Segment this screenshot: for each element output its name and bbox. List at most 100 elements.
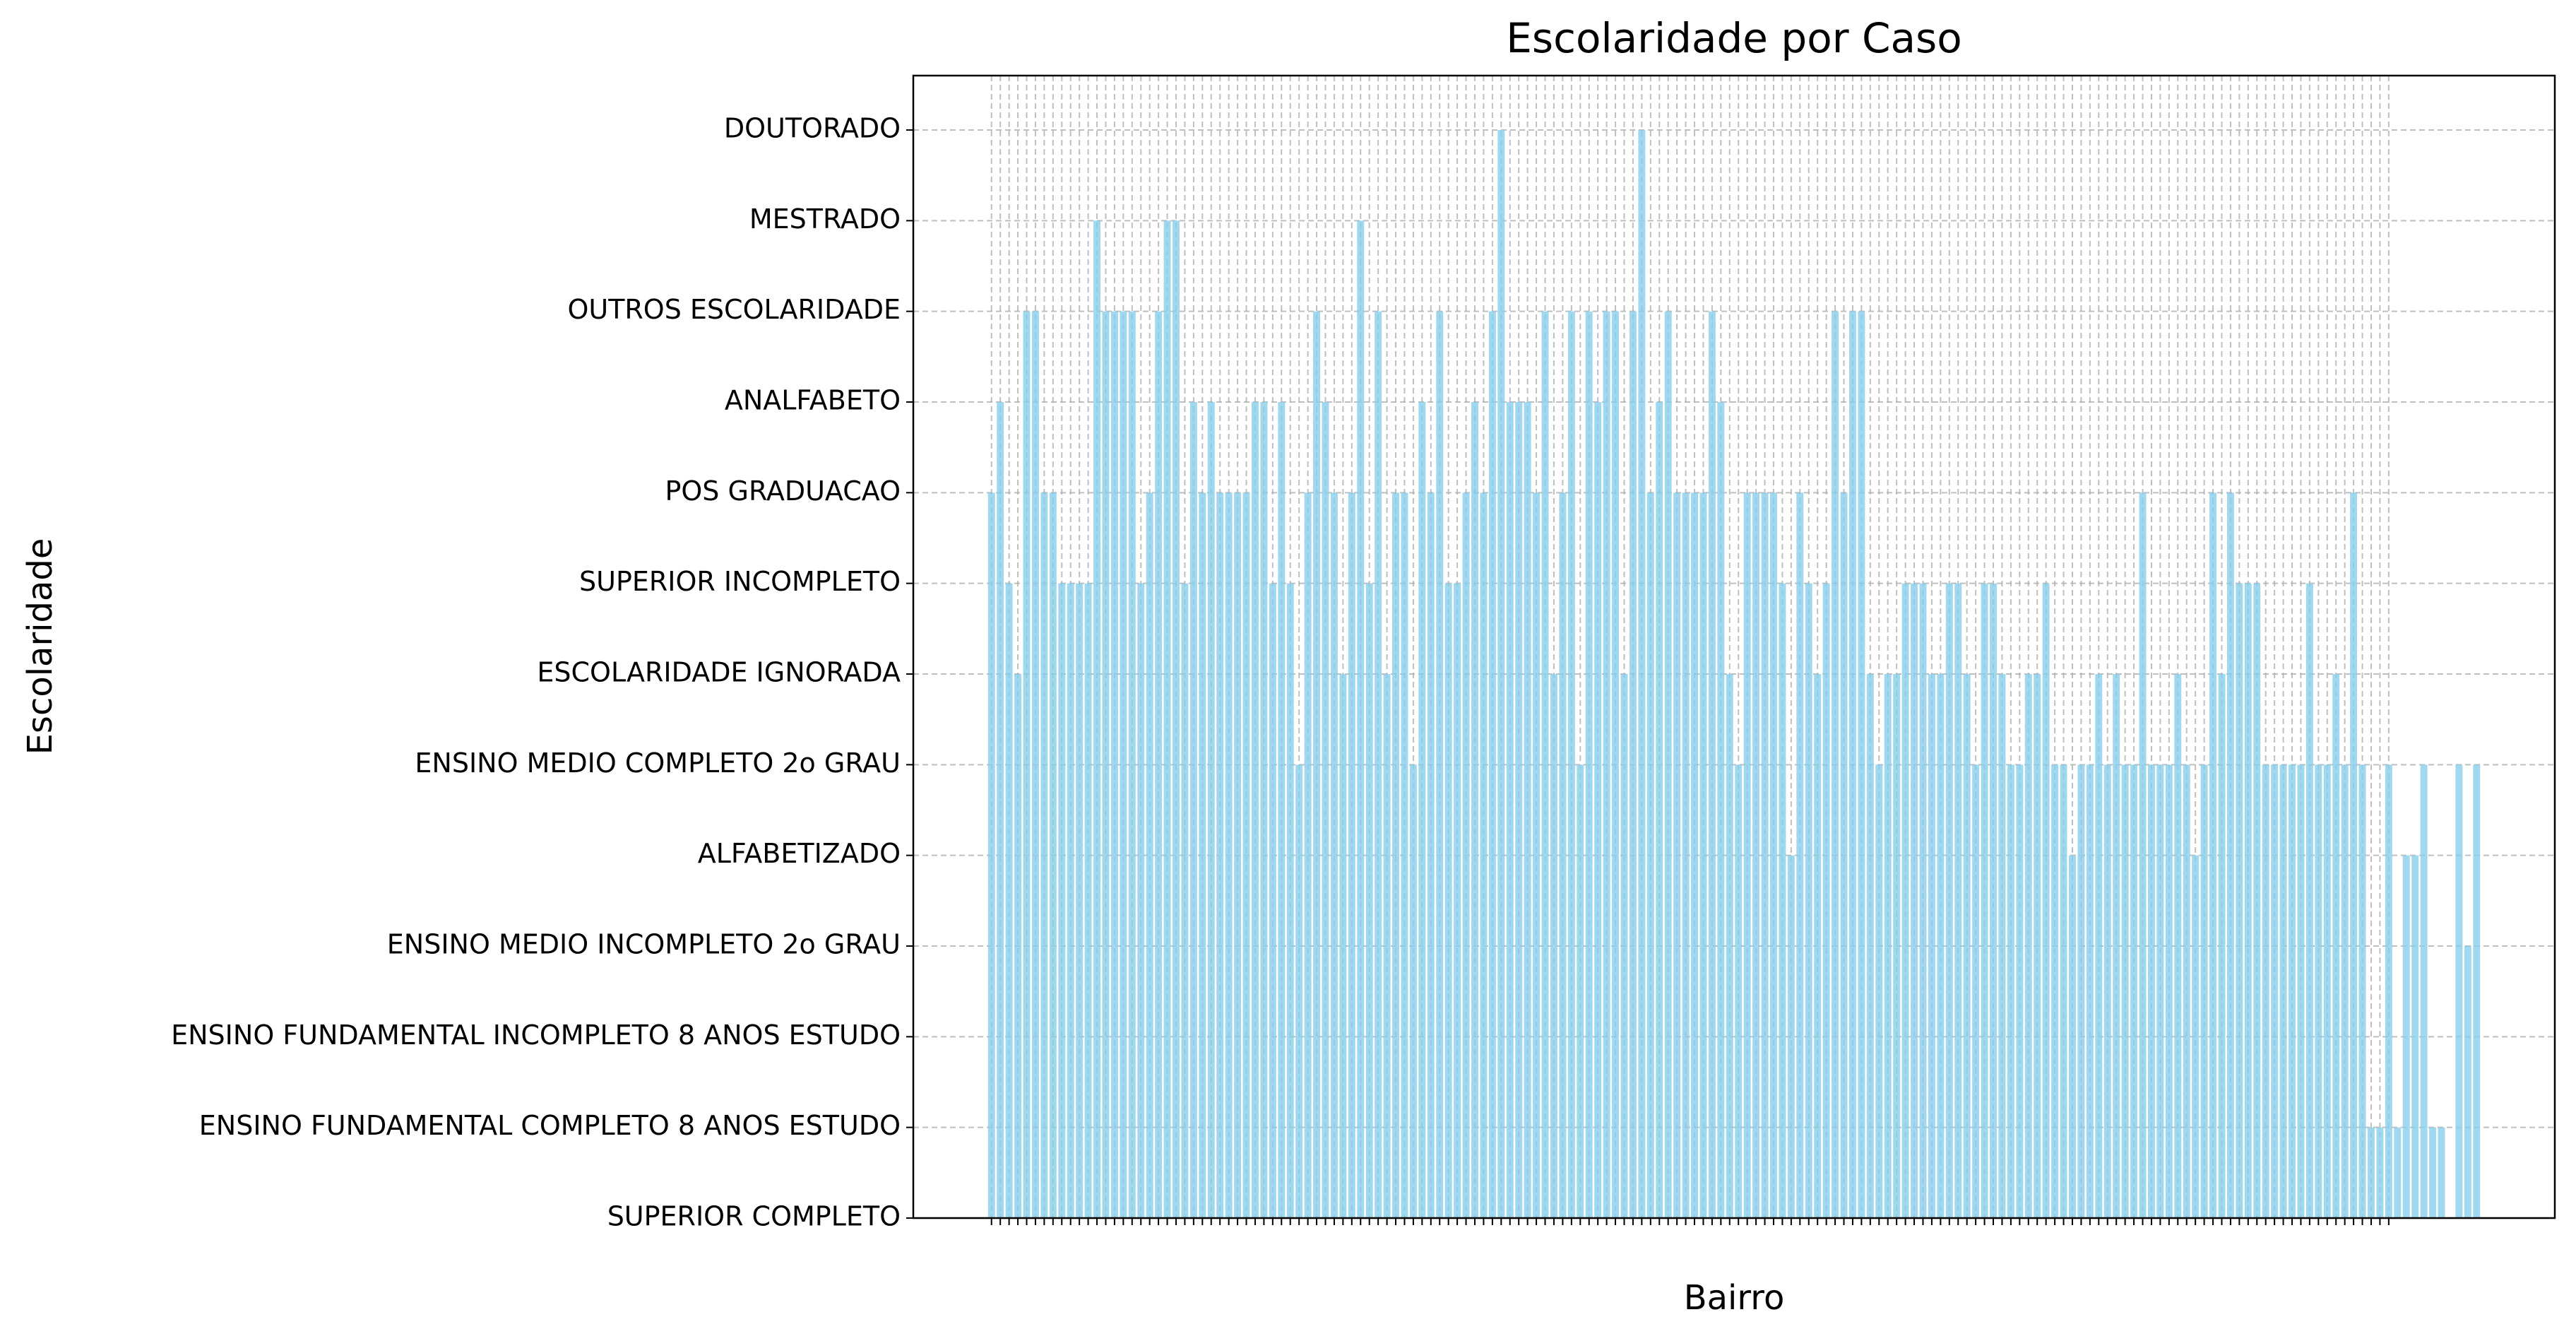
bar (1770, 492, 1777, 1219)
bar (1699, 492, 1707, 1219)
bar (1031, 311, 1039, 1219)
bar (1278, 402, 1286, 1218)
bar (1787, 855, 1795, 1218)
bar (1743, 492, 1751, 1219)
bar (1954, 583, 1962, 1218)
bar (1269, 583, 1276, 1218)
bar (1304, 492, 1312, 1219)
bar (1805, 583, 1812, 1218)
bar (1128, 311, 1136, 1219)
bar (1937, 674, 1945, 1218)
bar (1207, 402, 1215, 1218)
bar (1313, 311, 1321, 1219)
bar (2060, 764, 2067, 1218)
bar (1067, 583, 1074, 1218)
y-tick-label: MESTRADO (749, 203, 901, 235)
bar (2464, 946, 2471, 1218)
bar (2086, 764, 2094, 1218)
bar (1682, 492, 1690, 1219)
bar (1832, 311, 1839, 1219)
bar (2183, 764, 2190, 1218)
bar (1471, 402, 1478, 1218)
bar (1286, 583, 1294, 1218)
bar (1146, 492, 1153, 1219)
bar (1646, 492, 1654, 1219)
bar (2420, 764, 2428, 1218)
bar (1717, 402, 1725, 1218)
bar (1963, 674, 1971, 1218)
bar (1049, 492, 1057, 1219)
bar (2332, 674, 2340, 1218)
bar (1567, 311, 1575, 1219)
bar (1901, 583, 1909, 1218)
bar (2077, 764, 2085, 1218)
bar (1524, 402, 1531, 1218)
bar (2192, 855, 2200, 1218)
bar (1893, 674, 1901, 1218)
plot-frame (912, 74, 2556, 1219)
bar (2165, 764, 2173, 1218)
bar (2429, 1127, 2437, 1218)
bar (1436, 311, 1444, 1219)
bar (2024, 674, 2032, 1218)
bar (2121, 764, 2129, 1218)
bar (2376, 1127, 2384, 1218)
bar (1533, 492, 1541, 1219)
bar (1691, 492, 1698, 1219)
bar (1260, 402, 1268, 1218)
y-tick-label: ENSINO FUNDAMENTAL COMPLETO 8 ANOS ESTUD… (199, 1110, 901, 1141)
bar (1418, 402, 1426, 1218)
bar (1919, 583, 1927, 1218)
bar (1814, 674, 1822, 1218)
bar (1110, 311, 1118, 1219)
bar (1796, 492, 1804, 1219)
bar (2323, 764, 2331, 1218)
y-tick-label: ANALFABETO (725, 385, 901, 416)
bar (1972, 764, 1980, 1218)
bar (1365, 583, 1373, 1218)
bar (1444, 583, 1452, 1218)
bar (1559, 492, 1567, 1219)
bar (2368, 1127, 2375, 1218)
y-tick-label: ESCOLARIDADE IGNORADA (537, 657, 901, 688)
bar (1928, 674, 1935, 1218)
bar (2297, 764, 2305, 1218)
bar (1234, 492, 1242, 1219)
bar (1875, 764, 1883, 1218)
bar (1462, 492, 1470, 1219)
bar (1656, 402, 1663, 1218)
bar (2174, 674, 2182, 1218)
bar (2385, 764, 2392, 1218)
bar (2069, 855, 2076, 1218)
bar (1945, 583, 1953, 1218)
bar (1339, 674, 1347, 1218)
bar (2262, 764, 2269, 1218)
bar (2139, 492, 2147, 1219)
bar (1084, 583, 1092, 1218)
bar (1726, 674, 1733, 1218)
bar (1005, 583, 1013, 1218)
bar (2473, 764, 2481, 1218)
bar (1375, 311, 1382, 1219)
bar (1163, 220, 1171, 1218)
bar (997, 402, 1004, 1218)
bar (1708, 311, 1716, 1219)
bar (1225, 492, 1233, 1219)
bar (2130, 764, 2138, 1218)
bar (2051, 764, 2059, 1218)
bar (1752, 492, 1760, 1219)
bar (1348, 492, 1355, 1219)
y-tick-label: ENSINO FUNDAMENTAL INCOMPLETO 8 ANOS EST… (171, 1020, 901, 1051)
y-tick-label: DOUTORADO (724, 113, 901, 144)
bar (1488, 311, 1496, 1219)
bar (1093, 220, 1100, 1218)
bar (2209, 492, 2217, 1219)
bar (1866, 674, 1874, 1218)
bar (1322, 402, 1329, 1218)
bar (1409, 764, 1417, 1218)
bar (1357, 220, 1365, 1218)
bar (1251, 402, 1259, 1218)
bar (1779, 583, 1786, 1218)
bar (1401, 492, 1408, 1219)
